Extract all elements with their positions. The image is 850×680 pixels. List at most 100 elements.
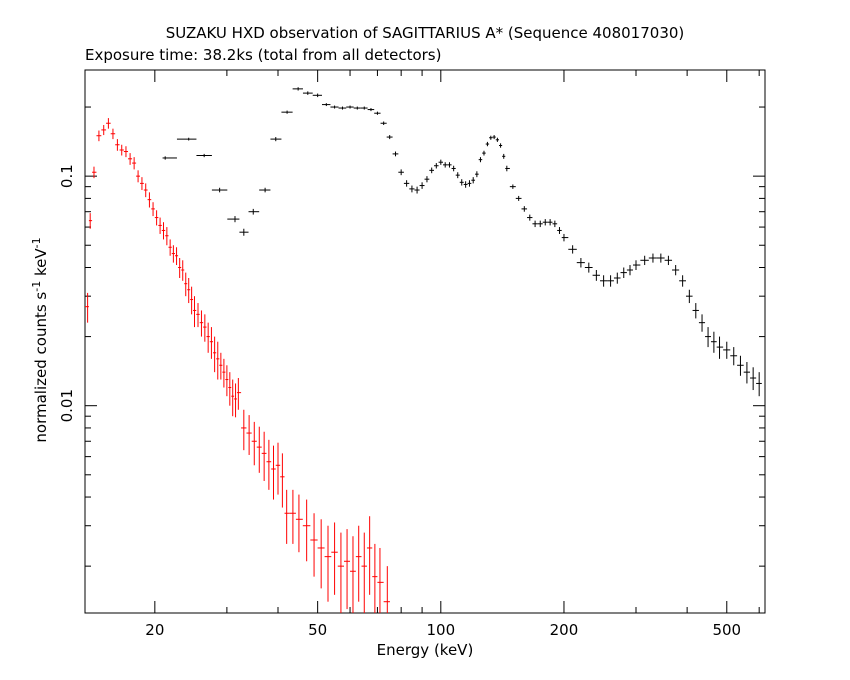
data-point — [698, 314, 706, 332]
data-point — [330, 105, 339, 109]
data-point — [547, 219, 553, 226]
data-point — [176, 137, 197, 141]
data-point — [280, 453, 285, 508]
chart-subtitle: Exposure time: 38.2ks (total from all de… — [85, 46, 441, 64]
data-point — [498, 143, 503, 148]
data-point — [438, 159, 444, 165]
y-tick-label: 0.1 — [58, 164, 76, 188]
data-point — [321, 103, 331, 107]
x-tick-label: 200 — [550, 621, 579, 639]
data-point — [392, 151, 399, 157]
plot-frame — [84, 69, 766, 614]
data-point — [377, 547, 384, 613]
data-point — [633, 260, 641, 271]
data-point — [386, 135, 393, 140]
data-point — [346, 105, 354, 109]
data-point — [607, 275, 614, 287]
data-point — [140, 177, 144, 191]
x-tick-label: 100 — [426, 621, 455, 639]
data-point — [366, 516, 373, 595]
data-point — [228, 372, 232, 406]
data-point — [193, 296, 197, 328]
data-point — [119, 144, 124, 156]
data-point — [485, 141, 490, 147]
x-tick-label: 500 — [712, 621, 741, 639]
data-point — [292, 87, 303, 91]
data-point — [459, 179, 464, 186]
data-point — [482, 150, 486, 156]
data-point — [154, 210, 159, 226]
data-point — [225, 365, 229, 397]
data-point — [380, 121, 387, 126]
chart-title: SUZAKU HXD observation of SAGITTARIUS A*… — [166, 24, 685, 42]
data-point — [115, 139, 120, 151]
data-point — [343, 529, 351, 610]
data-point — [248, 208, 260, 215]
data-point — [478, 157, 483, 163]
data-point — [648, 253, 657, 263]
data-point — [271, 445, 276, 500]
data-point — [447, 162, 452, 168]
data-point — [361, 532, 367, 613]
data-point — [403, 180, 410, 187]
data-point — [355, 525, 362, 602]
data-point — [206, 322, 210, 353]
data-point — [174, 247, 179, 266]
data-point — [281, 110, 293, 114]
data-point — [123, 146, 129, 158]
data-point — [266, 439, 272, 490]
data-point — [151, 202, 155, 217]
data-point — [367, 108, 375, 112]
data-point — [143, 183, 148, 198]
data-point — [509, 184, 516, 189]
data-point — [626, 265, 634, 276]
data-point — [317, 519, 325, 589]
data-point — [515, 195, 522, 201]
data-point — [353, 106, 361, 110]
data-point — [552, 220, 558, 228]
data-point — [302, 499, 311, 562]
data-point — [211, 187, 228, 193]
data-point — [101, 125, 107, 136]
data-point — [640, 255, 649, 266]
data-series — [84, 87, 762, 613]
data-point — [372, 543, 378, 613]
data-point — [251, 421, 257, 466]
data-point — [576, 257, 585, 268]
data-point — [132, 157, 137, 170]
data-point — [730, 347, 738, 366]
data-point — [584, 262, 593, 273]
data-point — [324, 525, 332, 602]
data-point — [710, 331, 717, 353]
data-point — [502, 153, 506, 159]
data-point — [471, 177, 476, 184]
data-point — [259, 187, 271, 193]
data-point — [679, 275, 686, 287]
data-point — [110, 128, 116, 140]
data-point — [227, 216, 240, 223]
data-point — [350, 536, 356, 613]
data-point — [756, 372, 762, 397]
data-point — [475, 171, 479, 178]
data-point — [270, 137, 282, 142]
data-point — [521, 206, 528, 212]
data-point — [284, 489, 290, 544]
data-point — [331, 522, 338, 595]
data-point — [312, 93, 322, 98]
data-point — [161, 222, 166, 240]
data-point — [692, 303, 699, 319]
data-point — [620, 267, 627, 278]
data-point — [685, 289, 693, 304]
data-point — [196, 303, 200, 328]
data-point — [162, 156, 177, 160]
data-point — [295, 494, 303, 553]
data-point — [743, 362, 751, 384]
data-point — [196, 153, 212, 158]
data-point — [216, 341, 220, 380]
data-point — [360, 106, 368, 110]
data-point — [209, 327, 214, 359]
data-point — [599, 275, 608, 287]
series-0 — [84, 118, 390, 613]
data-point — [434, 163, 439, 169]
y-axis-label: normalized counts s-1 keV-1 — [30, 237, 51, 442]
